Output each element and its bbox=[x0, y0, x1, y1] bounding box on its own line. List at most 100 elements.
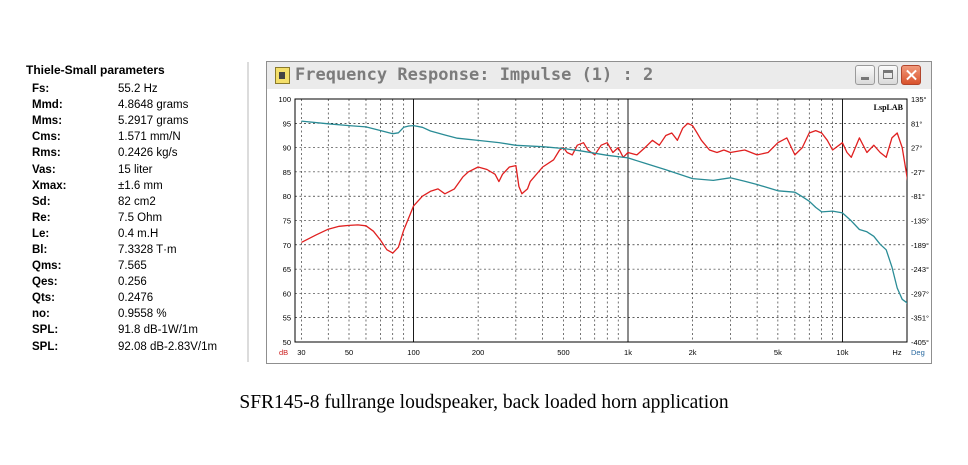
parameter-name: Mmd: bbox=[32, 99, 63, 112]
parameter-value: 55.2 Hz bbox=[118, 83, 158, 96]
parameter-name: Vas: bbox=[32, 163, 56, 176]
y2-tick-label: -81° bbox=[911, 192, 925, 201]
parameter-row: no: 0.9558 % bbox=[25, 306, 217, 322]
parameter-value: ±1.6 mm bbox=[118, 179, 163, 192]
parameter-row: Vas: 15 liter bbox=[25, 161, 217, 177]
parameter-name: SPL: bbox=[32, 324, 59, 337]
parameter-value: 82 cm2 bbox=[118, 195, 156, 208]
y-tick-label: 100 bbox=[278, 95, 291, 104]
parameter-row: Qms: 7.565 bbox=[25, 258, 217, 274]
frequency-response-window[interactable]: Frequency Response: Impulse (1) : 2 55 60… bbox=[266, 61, 932, 364]
parameter-row: Bl: 7.3328 T·m bbox=[25, 242, 217, 258]
plot-frame bbox=[294, 98, 908, 343]
y-tick-label: 80 bbox=[283, 192, 291, 201]
parameter-value: 0.2426 kg/s bbox=[118, 147, 178, 160]
x-tick-label: 50 bbox=[345, 348, 353, 357]
y2-tick-label: 135° bbox=[911, 95, 927, 104]
parameter-value: 15 liter bbox=[118, 163, 153, 176]
y2-tick-label: 27° bbox=[911, 144, 922, 153]
parameter-value: 0.2476 bbox=[118, 292, 154, 305]
window-titlebar[interactable]: Frequency Response: Impulse (1) : 2 bbox=[267, 62, 931, 89]
parameter-name: SPL: bbox=[32, 340, 59, 353]
parameter-name: no: bbox=[32, 308, 50, 321]
frequency-response-chart[interactable]: 55 60 65 70 75 80 85 90 95 100 50 135° 81° 27° -27° -81… bbox=[267, 89, 931, 363]
parameter-row: Rms: 0.2426 kg/s bbox=[25, 145, 217, 161]
parameter-value: 4.8648 grams bbox=[118, 99, 189, 112]
parameter-row: Qes: 0.256 bbox=[25, 274, 217, 290]
x-unit-label: Hz bbox=[892, 348, 901, 357]
y-tick-label: 55 bbox=[283, 314, 291, 323]
x-tick-label: 200 bbox=[472, 348, 485, 357]
panel-divider bbox=[247, 62, 249, 362]
parameter-value: 5.2917 grams bbox=[118, 115, 189, 128]
parameters-title: Thiele-Small parameters bbox=[26, 63, 165, 77]
y-axis-unit: dB bbox=[279, 348, 288, 357]
thiele-small-panel: Thiele-Small parameters Fs: 55.2 Hz Mmd: 4.… bbox=[25, 63, 255, 355]
parameter-row: Mms: 5.2917 grams bbox=[25, 113, 217, 129]
y-tick-label: 75 bbox=[283, 217, 291, 226]
parameter-row: Cms: 1.571 mm/N bbox=[25, 129, 217, 145]
parameter-name: Xmax: bbox=[32, 179, 67, 192]
x-tick-label: 500 bbox=[557, 348, 570, 357]
y-tick-label: 95 bbox=[283, 119, 291, 128]
x-tick-label: 100 bbox=[407, 348, 420, 357]
parameter-value: 1.571 mm/N bbox=[118, 131, 181, 144]
phase-curve bbox=[301, 120, 907, 304]
parameters-table: Fs: 55.2 Hz Mmd: 4.8648 grams Mms: 5.2917 gra… bbox=[25, 81, 217, 355]
parameter-name: Re: bbox=[32, 211, 51, 224]
watermark-label: LspLAB bbox=[874, 103, 904, 112]
y-tick-label: 65 bbox=[283, 265, 291, 274]
parameter-name: Cms: bbox=[32, 131, 61, 144]
maximize-button[interactable] bbox=[878, 65, 898, 85]
figure-caption: SFR145-8 fullrange loudspeaker, back loa… bbox=[239, 392, 729, 413]
y2-tick-label: 81° bbox=[911, 119, 922, 128]
parameter-name: Le: bbox=[32, 227, 50, 240]
y-tick-label: 90 bbox=[283, 144, 291, 153]
window-title: Frequency Response: Impulse (1) : 2 bbox=[295, 65, 654, 85]
magnitude-curve bbox=[301, 122, 907, 254]
parameter-value: 92.08 dB-2.83V/1m bbox=[118, 340, 218, 353]
parameter-row: Sd: 82 cm2 bbox=[25, 194, 217, 210]
parameter-name: Qms: bbox=[32, 260, 62, 273]
chart-area[interactable]: 55 60 65 70 75 80 85 90 95 100 50 135° 81° 27° -27° -81… bbox=[267, 89, 931, 363]
y-tick-label: 85 bbox=[283, 168, 291, 177]
parameter-name: Mms: bbox=[32, 115, 63, 128]
y2-tick-label: -243° bbox=[911, 265, 929, 274]
parameter-value: 0.4 m.H bbox=[118, 227, 159, 240]
parameter-value: 91.8 dB-1W/1m bbox=[118, 324, 198, 337]
parameter-name: Bl: bbox=[32, 243, 48, 256]
y2-tick-label: -297° bbox=[911, 289, 929, 298]
y2-tick-label: -135° bbox=[911, 217, 929, 226]
y2-tick-label: -189° bbox=[911, 241, 929, 250]
y2-tick-label: -405° bbox=[911, 338, 929, 347]
parameter-name: Rms: bbox=[32, 147, 61, 160]
parameter-name: Qts: bbox=[32, 292, 55, 305]
x-tick-label: 30 bbox=[297, 348, 305, 357]
x-tick-label: 1k bbox=[624, 348, 632, 357]
x-tick-label: 10k bbox=[836, 348, 848, 357]
parameter-value: 7.565 bbox=[118, 260, 147, 273]
parameter-row: Re: 7.5 Ohm bbox=[25, 210, 217, 226]
parameter-row: Le: 0.4 m.H bbox=[25, 226, 217, 242]
y-tick-label: 70 bbox=[283, 241, 291, 250]
y2-tick-label: -351° bbox=[911, 314, 929, 323]
close-button[interactable] bbox=[901, 65, 921, 85]
parameter-value: 7.3328 T·m bbox=[118, 243, 177, 256]
x-tick-label: 2k bbox=[689, 348, 697, 357]
parameter-row: SPL: 92.08 dB-2.83V/1m bbox=[25, 339, 217, 355]
minimize-button[interactable] bbox=[855, 65, 875, 85]
parameter-value: 7.5 Ohm bbox=[118, 211, 163, 224]
parameter-name: Sd: bbox=[32, 195, 51, 208]
y2-axis-unit: Deg bbox=[911, 348, 925, 357]
parameter-row: Qts: 0.2476 bbox=[25, 290, 217, 306]
y2-tick-label: -27° bbox=[911, 168, 925, 177]
parameter-name: Fs: bbox=[32, 83, 50, 96]
speaker-icon[interactable] bbox=[275, 67, 290, 84]
parameter-value: 0.256 bbox=[118, 276, 147, 289]
parameter-name: Qes: bbox=[32, 276, 58, 289]
parameter-row: SPL: 91.8 dB-1W/1m bbox=[25, 322, 217, 338]
parameter-row: Fs: 55.2 Hz bbox=[25, 81, 217, 97]
y-tick-label: 60 bbox=[283, 289, 291, 298]
y-tick-label: 50 bbox=[283, 338, 291, 347]
parameter-row: Mmd: 4.8648 grams bbox=[25, 97, 217, 113]
